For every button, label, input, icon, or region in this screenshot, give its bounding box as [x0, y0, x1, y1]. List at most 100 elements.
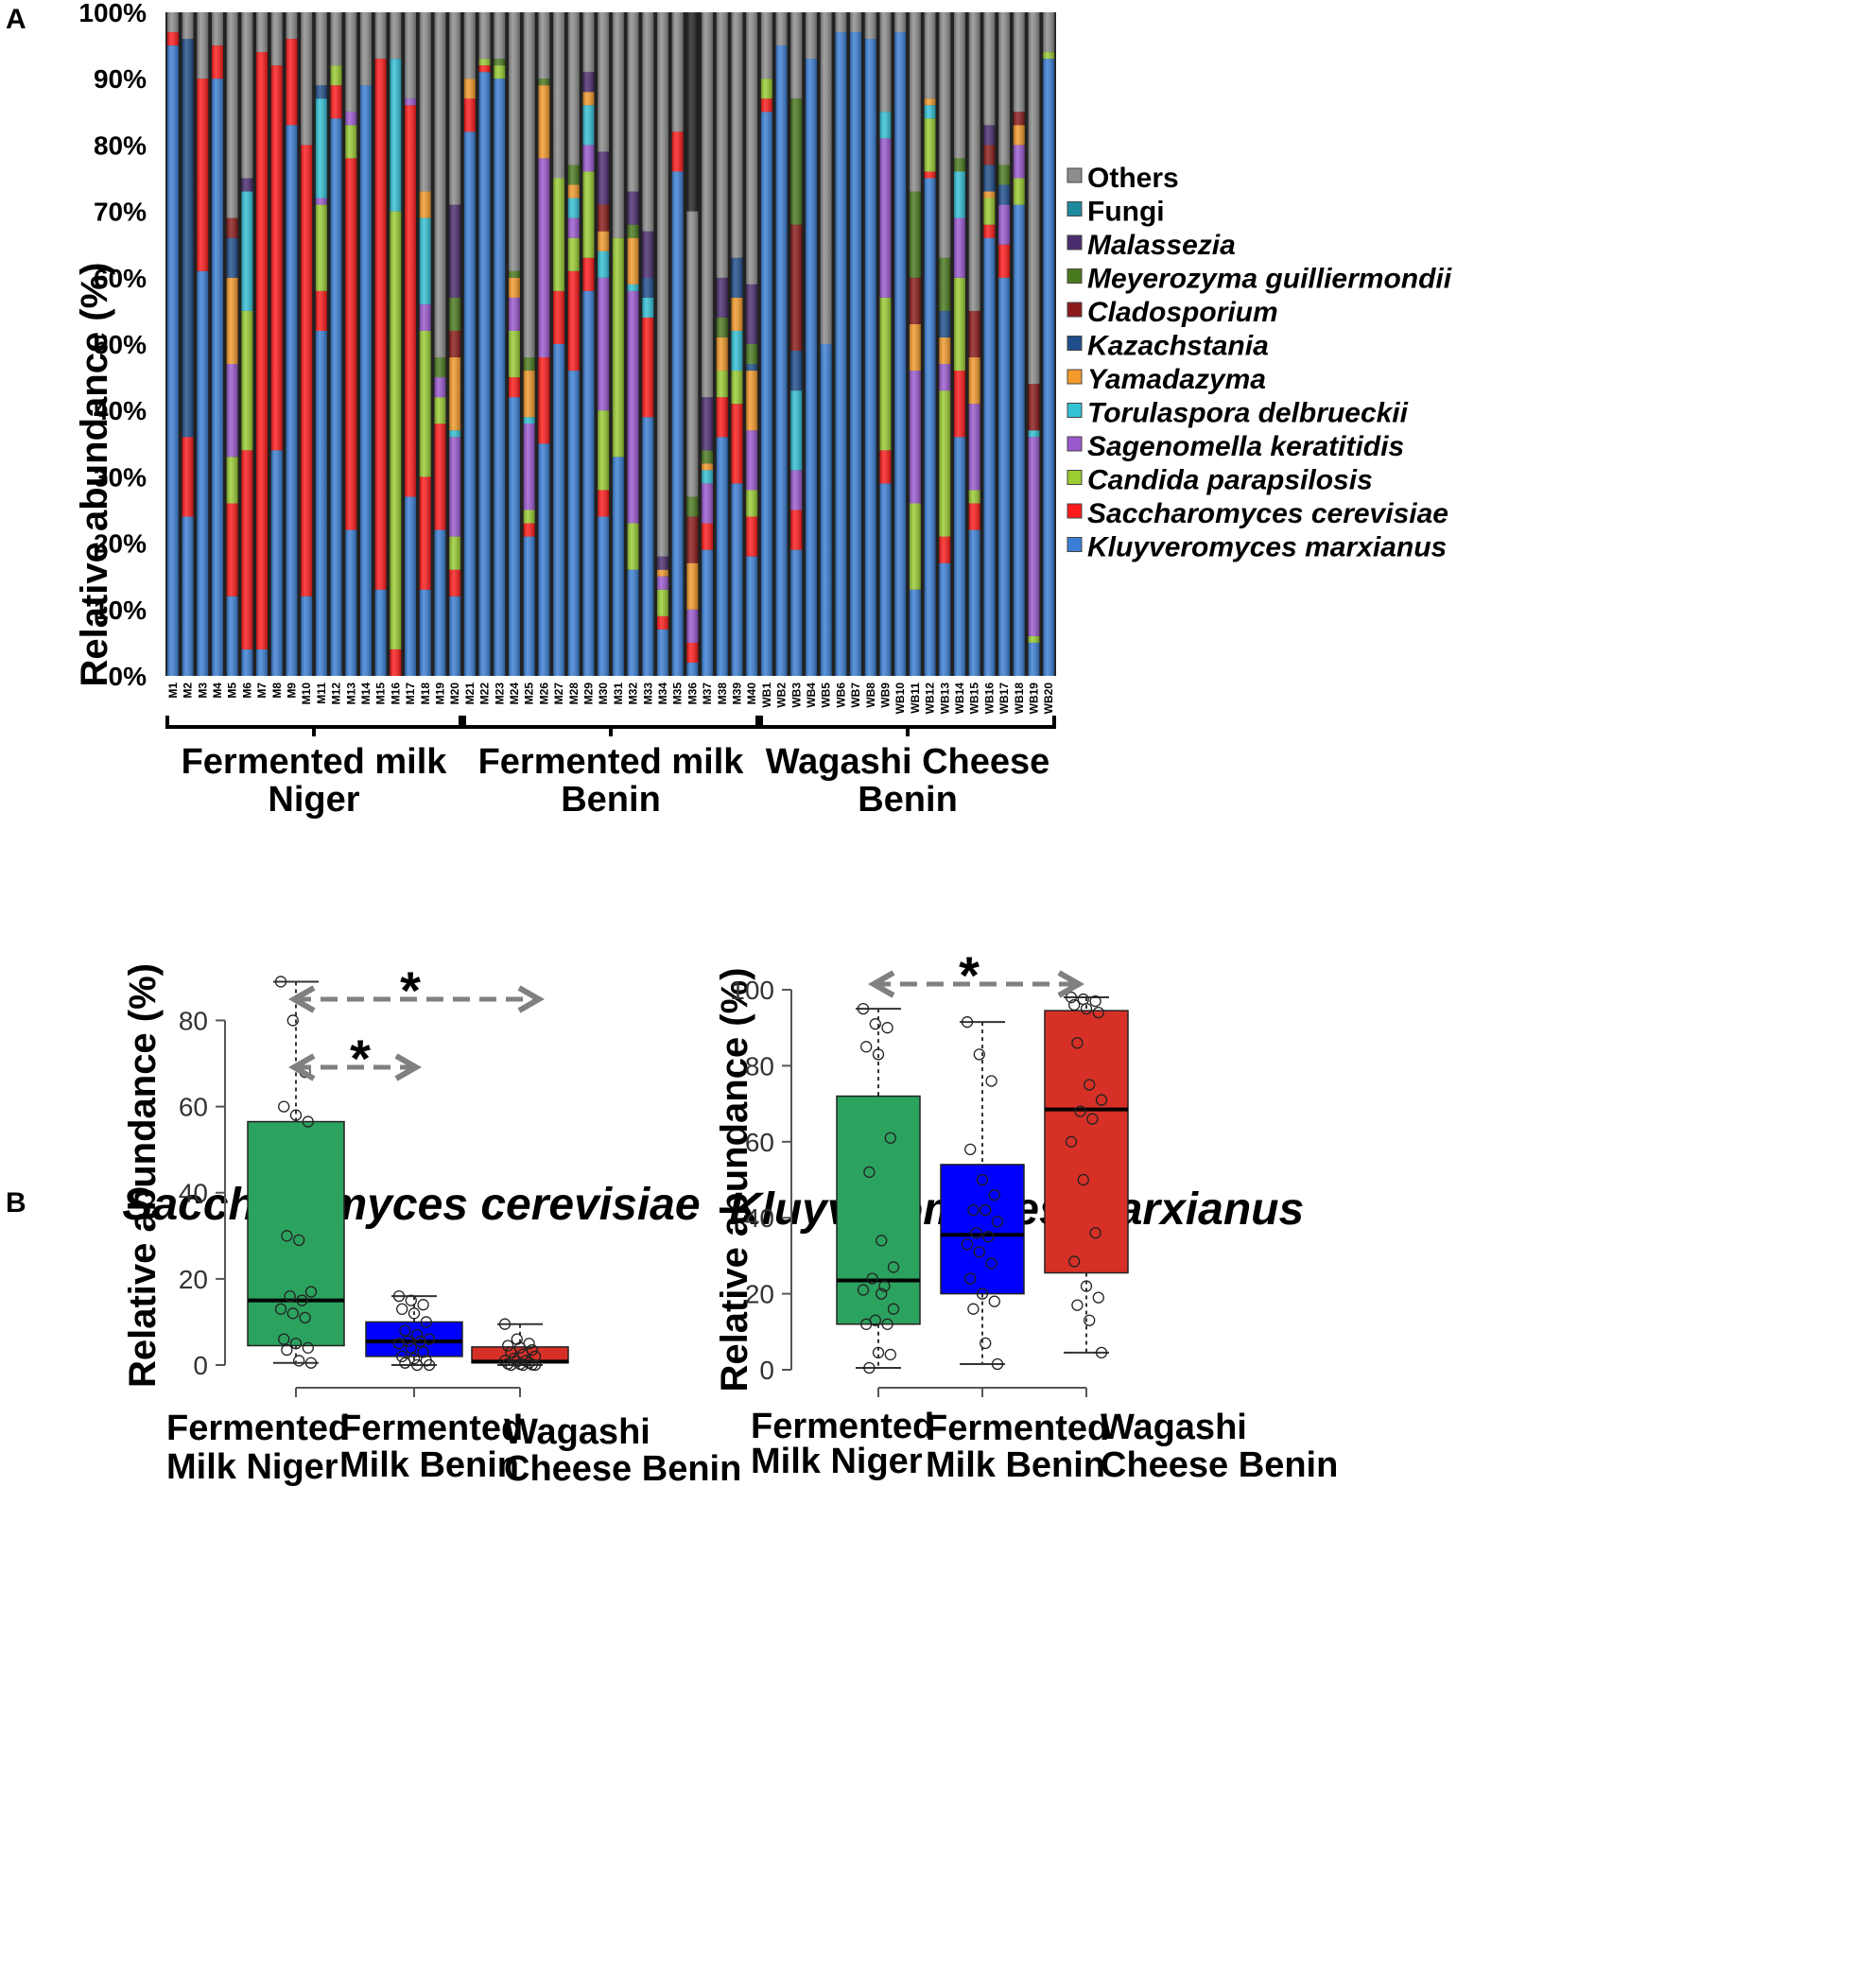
- data-point: [988, 1188, 1000, 1201]
- legend-swatch: [1067, 470, 1083, 485]
- legend-swatch: [1067, 403, 1083, 418]
- bar-M4: [211, 12, 223, 676]
- bar-M33: [642, 12, 654, 676]
- category-label-line2: Milk Niger: [751, 1442, 923, 1481]
- data-point: [281, 1230, 293, 1242]
- chart-a-x-tick-labels: M1 M2 M3 M4 M5 M6 M7 M8 M9 M10 M11 M12 M13 M14 M15 M16 M…: [166, 683, 1055, 715]
- bar-WB3: [790, 12, 803, 676]
- y-tick-label: 80: [745, 1051, 774, 1080]
- bar-shading: [567, 12, 580, 676]
- bar-shading: [671, 12, 684, 676]
- box-plot-title: Saccharomyces cerevisiae: [122, 1180, 700, 1230]
- y-tick-label: 80: [179, 1006, 208, 1035]
- data-point: [396, 1303, 408, 1315]
- group-label-line1: Fermented milk: [182, 742, 448, 782]
- bar-shading: [939, 12, 951, 676]
- data-point: [961, 1016, 974, 1029]
- bar-shading: [508, 12, 520, 676]
- data-point: [417, 1299, 429, 1311]
- x-tick-label: WB20: [1042, 683, 1055, 715]
- data-point: [884, 1348, 896, 1361]
- bar-shading: [374, 12, 387, 676]
- box-plot-ylabel: Relative abundance (%): [122, 963, 164, 1388]
- bar-shading: [746, 12, 758, 676]
- x-tick-label: M28: [567, 683, 581, 705]
- x-tick-label: M18: [419, 683, 432, 705]
- data-point: [417, 1346, 429, 1358]
- bar-M17: [405, 12, 417, 676]
- bar-M14: [359, 12, 372, 677]
- box-plot-ylabel: Relative abundance (%): [714, 967, 755, 1392]
- data-point: [296, 1294, 308, 1306]
- bar-M11: [315, 12, 327, 676]
- data-point: [396, 1350, 408, 1363]
- data-point: [887, 1303, 900, 1315]
- data-point: [392, 1289, 406, 1303]
- category-label-line2: Milk Benin: [926, 1445, 1105, 1485]
- bar-WB9: [879, 12, 892, 676]
- data-point: [289, 1338, 303, 1350]
- data-point: [985, 1075, 997, 1087]
- data-point: [286, 1307, 299, 1320]
- box-0: [247, 976, 345, 1369]
- data-point: [982, 1231, 995, 1243]
- y-tick-label: 80%: [94, 130, 147, 160]
- x-tick-label: M34: [656, 683, 669, 705]
- bar-WB6: [835, 12, 847, 677]
- bar-M1: [166, 12, 179, 677]
- data-point: [517, 1358, 529, 1372]
- x-tick-label: M3: [196, 683, 209, 699]
- x-tick-label: M25: [523, 683, 536, 705]
- bar-shading: [241, 12, 253, 676]
- bar-shading: [894, 12, 907, 676]
- data-point: [511, 1333, 523, 1345]
- bar-shading: [656, 12, 668, 676]
- bar-shading: [345, 12, 357, 676]
- box-body: [940, 1164, 1025, 1295]
- legend-entry: Kluyveromyces marxianus: [1087, 532, 1447, 563]
- y-tick-label: 40: [745, 1203, 774, 1233]
- x-tick-label: M7: [255, 683, 269, 699]
- x-tick-label: M31: [612, 683, 625, 705]
- bar-shading: [256, 12, 269, 676]
- bar-shading: [1028, 12, 1040, 676]
- y-tick-label: 0: [759, 1356, 774, 1385]
- data-point: [881, 1022, 893, 1034]
- bar-shading: [775, 12, 788, 676]
- data-point: [423, 1358, 436, 1372]
- bar-shading: [166, 12, 179, 676]
- data-point: [860, 1318, 873, 1330]
- bar-shading: [879, 12, 892, 676]
- bar-M32: [627, 12, 639, 676]
- x-tick-label: M29: [581, 683, 595, 705]
- data-point: [881, 1318, 893, 1330]
- data-point: [980, 1204, 992, 1217]
- x-tick-label: M1: [166, 683, 180, 699]
- bar-shading: [864, 12, 876, 676]
- data-point: [976, 1173, 989, 1186]
- data-point: [278, 1333, 290, 1345]
- x-tick-label: WB3: [789, 683, 803, 708]
- data-point: [304, 1286, 318, 1298]
- data-point: [857, 1002, 870, 1015]
- bar-M35: [671, 12, 684, 677]
- data-point: [967, 1303, 980, 1315]
- data-point: [505, 1346, 517, 1358]
- bar-shading: [1013, 12, 1025, 676]
- data-point: [1089, 1227, 1101, 1239]
- data-point: [274, 1303, 287, 1315]
- x-tick-label: M4: [211, 683, 224, 699]
- x-tick-label: M16: [389, 683, 402, 705]
- x-tick-label: WB17: [997, 683, 1011, 715]
- bar-WB17: [998, 12, 1011, 676]
- x-tick-label: M22: [478, 683, 492, 705]
- y-tick-label: 60: [745, 1128, 774, 1157]
- data-point: [423, 1333, 436, 1345]
- legend-entry: Fungi: [1087, 197, 1165, 228]
- x-tick-label: M39: [730, 683, 743, 705]
- bar-shading: [270, 12, 283, 676]
- x-tick-label: M12: [330, 683, 343, 705]
- legend-entry: Torulaspora delbrueckii: [1087, 398, 1409, 429]
- bar-shading: [330, 12, 342, 676]
- category-label-line1: Fermented: [166, 1409, 350, 1448]
